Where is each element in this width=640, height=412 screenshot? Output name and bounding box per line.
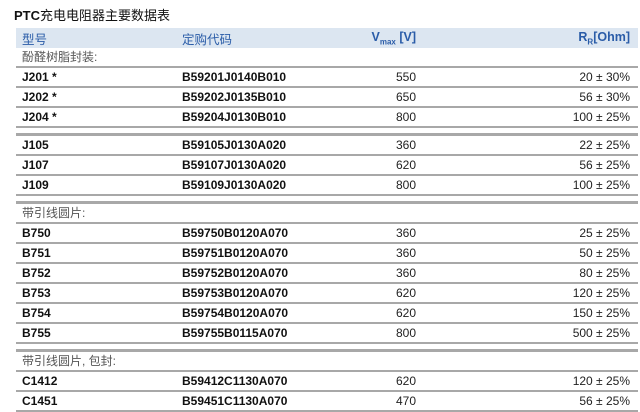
cell-rr: 80 ± 25%	[424, 263, 638, 284]
cell-type: J107	[16, 155, 176, 176]
cell-order-code: B59201J0140B010	[176, 67, 358, 88]
cell-rr: 56 ± 25%	[424, 155, 638, 176]
cell-type: J109	[16, 175, 176, 196]
data-table: 型号 定购代码 Vmax [V] RR[Ohm] 酚醛树脂封装: J201 * B5…	[16, 28, 638, 412]
cell-vmax: 800	[358, 323, 424, 344]
cell-vmax: 800	[358, 107, 424, 128]
table-header: 型号 定购代码 Vmax [V] RR[Ohm]	[16, 28, 638, 48]
table-row: B751 B59751B0120A070 360 50 ± 25%	[16, 243, 638, 264]
table-row: C1412 B59412C1130A070 620 120 ± 25%	[16, 371, 638, 392]
cell-rr: 120 ± 25%	[424, 283, 638, 304]
cell-order-code: B59750B0120A070	[176, 223, 358, 244]
cell-order-code: B59412C1130A070	[176, 371, 358, 392]
cell-type: C1412	[16, 371, 176, 392]
cell-order-code: B59755B0115A070	[176, 323, 358, 344]
cell-order-code: B59752B0120A070	[176, 263, 358, 284]
cell-rr: 22 ± 25%	[424, 134, 638, 156]
group-label-row: 带引线圆片:	[16, 202, 638, 224]
cell-order-code: B59751B0120A070	[176, 243, 358, 264]
group-separator	[16, 127, 638, 136]
group-label: 酚醛树脂封装:	[16, 48, 638, 68]
header-order-code: 定购代码	[176, 28, 358, 48]
cell-type: J204 *	[16, 107, 176, 128]
cell-rr: 50 ± 25%	[424, 243, 638, 264]
cell-order-code: B59753B0120A070	[176, 283, 358, 304]
header-vmax: Vmax [V]	[358, 28, 424, 48]
cell-vmax: 360	[358, 223, 424, 244]
cell-rr: 25 ± 25%	[424, 223, 638, 244]
cell-order-code: B59202J0135B010	[176, 87, 358, 108]
cell-rr: 56 ± 25%	[424, 391, 638, 412]
cell-rr: 120 ± 25%	[424, 371, 638, 392]
title-prefix: PTC	[14, 8, 40, 23]
cell-rr: 100 ± 25%	[424, 107, 638, 128]
cell-rr: 20 ± 30%	[424, 67, 638, 88]
cell-type: B755	[16, 323, 176, 344]
table-row: J105 B59105J0130A020 360 22 ± 25%	[16, 134, 638, 156]
cell-type: J105	[16, 134, 176, 156]
table-row: J107 B59107J0130A020 620 56 ± 25%	[16, 155, 638, 176]
header-type: 型号	[16, 28, 176, 48]
cell-rr: 100 ± 25%	[424, 175, 638, 196]
table-row: B754 B59754B0120A070 620 150 ± 25%	[16, 303, 638, 324]
cell-order-code: B59754B0120A070	[176, 303, 358, 324]
table-row: B753 B59753B0120A070 620 120 ± 25%	[16, 283, 638, 304]
table-row: C1451 B59451C1130A070 470 56 ± 25%	[16, 391, 638, 412]
cell-vmax: 800	[358, 175, 424, 196]
table-row: B750 B59750B0120A070 360 25 ± 25%	[16, 223, 638, 244]
cell-order-code: B59105J0130A020	[176, 134, 358, 156]
cell-type: C1451	[16, 391, 176, 412]
cell-type: B753	[16, 283, 176, 304]
cell-rr: 500 ± 25%	[424, 323, 638, 344]
group-separator	[16, 195, 638, 204]
cell-vmax: 360	[358, 263, 424, 284]
cell-vmax: 550	[358, 67, 424, 88]
cell-type: B752	[16, 263, 176, 284]
table-row: J109 B59109J0130A020 800 100 ± 25%	[16, 175, 638, 196]
cell-order-code: B59204J0130B010	[176, 107, 358, 128]
cell-order-code: B59109J0130A020	[176, 175, 358, 196]
cell-rr: 150 ± 25%	[424, 303, 638, 324]
table-row: J201 * B59201J0140B010 550 20 ± 30%	[16, 67, 638, 88]
page-title: PTC充电电阻器主要数据表	[14, 5, 170, 24]
cell-vmax: 620	[358, 283, 424, 304]
group-label: 带引线圆片:	[16, 202, 638, 224]
header-rr: RR[Ohm]	[424, 28, 638, 48]
group-label: 带引线圆片, 包封:	[16, 350, 638, 372]
cell-rr: 56 ± 30%	[424, 87, 638, 108]
cell-vmax: 470	[358, 391, 424, 412]
cell-type: B750	[16, 223, 176, 244]
cell-type: B751	[16, 243, 176, 264]
cell-type: J202 *	[16, 87, 176, 108]
table-row: J202 * B59202J0135B010 650 56 ± 30%	[16, 87, 638, 108]
table-row: B755 B59755B0115A070 800 500 ± 25%	[16, 323, 638, 344]
cell-vmax: 620	[358, 371, 424, 392]
cell-vmax: 360	[358, 134, 424, 156]
cell-vmax: 620	[358, 155, 424, 176]
cell-order-code: B59451C1130A070	[176, 391, 358, 412]
group-label-row: 带引线圆片, 包封:	[16, 350, 638, 372]
table-row: J204 * B59204J0130B010 800 100 ± 25%	[16, 107, 638, 128]
group-separator	[16, 343, 638, 352]
cell-vmax: 620	[358, 303, 424, 324]
group-label-row: 酚醛树脂封装:	[16, 48, 638, 68]
cell-type: B754	[16, 303, 176, 324]
table-row: B752 B59752B0120A070 360 80 ± 25%	[16, 263, 638, 284]
cell-order-code: B59107J0130A020	[176, 155, 358, 176]
title-text: 充电电阻器主要数据表	[40, 8, 171, 23]
cell-type: J201 *	[16, 67, 176, 88]
cell-vmax: 650	[358, 87, 424, 108]
cell-vmax: 360	[358, 243, 424, 264]
